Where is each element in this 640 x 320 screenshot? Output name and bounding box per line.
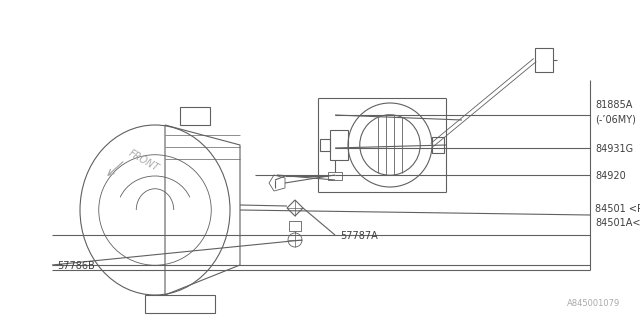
- Text: (-’06MY): (-’06MY): [595, 115, 636, 125]
- Text: 84920: 84920: [595, 171, 626, 181]
- Text: A845001079: A845001079: [567, 299, 620, 308]
- Text: FRONT: FRONT: [127, 148, 161, 174]
- Text: 57787A: 57787A: [340, 231, 378, 241]
- Text: 81885A: 81885A: [595, 100, 632, 110]
- Text: 84931G: 84931G: [595, 144, 633, 154]
- Text: 57786B: 57786B: [57, 261, 95, 271]
- Text: 84501 <RH>: 84501 <RH>: [595, 204, 640, 214]
- Text: 84501A<LH>: 84501A<LH>: [595, 218, 640, 228]
